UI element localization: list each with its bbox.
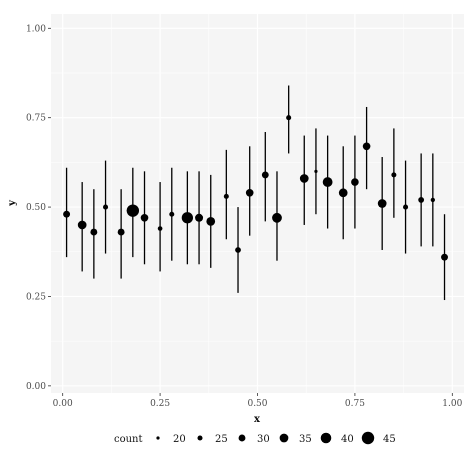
data-point bbox=[223, 193, 229, 199]
legend-label: 45 bbox=[383, 434, 396, 445]
x-axis-ticks: 0.00 0.25 0.50 0.75 1.00 bbox=[53, 393, 463, 409]
x-tick-label: 0.00 bbox=[53, 399, 73, 409]
legend-label: 25 bbox=[215, 434, 228, 445]
data-point bbox=[286, 115, 292, 121]
x-tick-label: 0.25 bbox=[150, 399, 170, 409]
data-point bbox=[90, 228, 98, 236]
data-point bbox=[126, 204, 140, 217]
y-tick-label: 0.50 bbox=[26, 203, 46, 213]
data-point bbox=[157, 226, 163, 231]
y-axis-title: y bbox=[7, 199, 18, 207]
data-point bbox=[403, 204, 409, 210]
data-point bbox=[441, 253, 448, 261]
data-point bbox=[430, 197, 435, 203]
data-point bbox=[272, 212, 282, 223]
legend-label: 20 bbox=[173, 434, 186, 445]
data-point bbox=[261, 171, 269, 179]
y-axis-ticks: 0.00 0.25 0.50 0.75 1.00 bbox=[26, 24, 51, 392]
data-point bbox=[235, 247, 241, 253]
x-tick-label: 0.75 bbox=[345, 399, 365, 409]
data-point bbox=[418, 197, 425, 203]
data-point bbox=[169, 211, 175, 217]
data-point bbox=[103, 204, 109, 210]
legend-key bbox=[156, 436, 160, 440]
x-axis-title: x bbox=[254, 414, 261, 425]
data-point bbox=[391, 172, 397, 178]
legend-key bbox=[197, 435, 203, 441]
y-tick-label: 0.25 bbox=[26, 292, 46, 302]
legend-label: 40 bbox=[341, 434, 354, 445]
data-point bbox=[181, 212, 194, 224]
data-point bbox=[140, 213, 149, 222]
data-point bbox=[77, 220, 87, 230]
data-point bbox=[362, 142, 371, 151]
legend-key bbox=[279, 433, 289, 443]
legend-label: 35 bbox=[299, 434, 312, 445]
data-point bbox=[351, 178, 359, 186]
points bbox=[63, 115, 448, 261]
data-point bbox=[206, 217, 216, 226]
data-point bbox=[314, 169, 318, 173]
y-tick-label: 1.00 bbox=[26, 24, 46, 34]
x-tick-label: 0.50 bbox=[247, 399, 267, 409]
legend-label: 30 bbox=[257, 434, 270, 445]
data-point bbox=[322, 177, 333, 187]
legend-key bbox=[238, 434, 246, 442]
legend: count 20 25 30 35 40 45 bbox=[114, 431, 396, 445]
legend-key bbox=[320, 432, 332, 444]
data-point bbox=[195, 213, 204, 222]
data-point bbox=[338, 188, 348, 198]
data-point bbox=[377, 199, 387, 208]
data-point bbox=[117, 228, 125, 236]
data-point bbox=[299, 174, 309, 183]
legend-title: count bbox=[114, 434, 143, 445]
x-tick-label: 1.00 bbox=[442, 399, 462, 409]
data-point bbox=[63, 210, 71, 218]
data-point bbox=[245, 188, 254, 197]
y-tick-label: 0.75 bbox=[26, 114, 46, 124]
y-tick-label: 0.00 bbox=[26, 382, 46, 392]
legend-key bbox=[361, 431, 375, 445]
